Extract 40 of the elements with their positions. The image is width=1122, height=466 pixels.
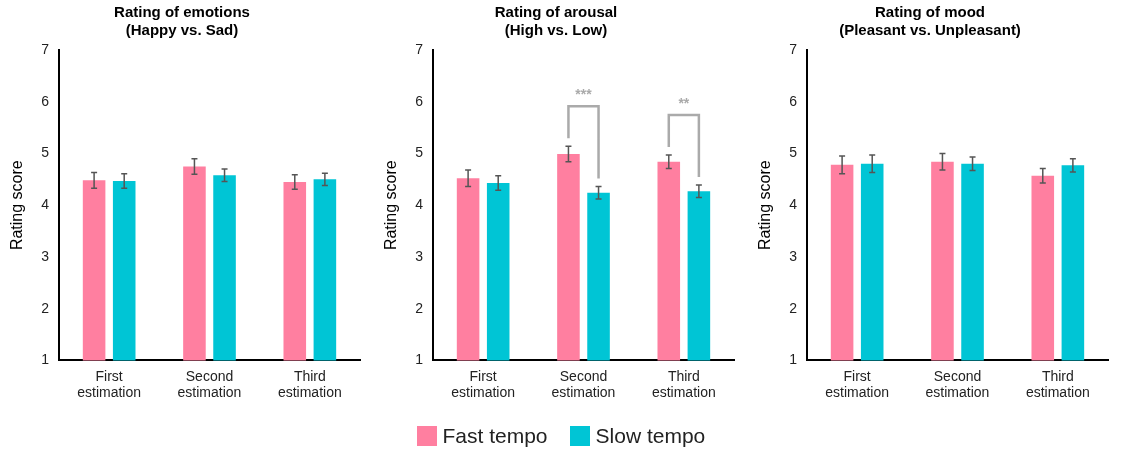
x-tick-label: First estimation [77, 367, 142, 401]
chart-title: Rating of arousal (High vs. Low) [494, 3, 618, 39]
y-tick-label: 1 [41, 351, 50, 368]
y-tick-label: 7 [415, 40, 424, 57]
y-tick-label: 5 [41, 144, 50, 161]
y-tick-label: 4 [41, 196, 50, 213]
x-tick-label: First estimation [451, 367, 516, 401]
y-tick-label: 3 [789, 247, 798, 264]
y-tick-label: 5 [415, 144, 424, 161]
x-tick-label: Third estimation [1025, 367, 1090, 401]
y-tick-label: 3 [41, 247, 50, 264]
legend-label: Fast tempo [442, 424, 548, 448]
y-tick-label: 5 [789, 144, 798, 161]
y-tick-label: 2 [41, 299, 50, 316]
y-tick-label: 6 [41, 92, 50, 109]
y-tick-label: 6 [415, 92, 424, 109]
x-tick-label: Third estimation [651, 367, 716, 401]
y-tick-label: 4 [415, 196, 424, 213]
x-tick-label: Second estimation [925, 367, 990, 401]
y-tick-label: 1 [789, 351, 798, 368]
annotation: ** [678, 94, 690, 111]
y-tick-label: 1 [415, 351, 424, 368]
y-tick-label: 3 [415, 247, 424, 264]
y-tick-label: 2 [789, 299, 798, 316]
y-axis-title: Rating score [8, 160, 26, 251]
x-tick-label: Second estimation [551, 367, 616, 401]
y-axis-title: Rating score [382, 160, 400, 251]
y-tick-label: 2 [415, 299, 424, 316]
y-tick-label: 7 [789, 40, 798, 57]
y-tick-label: 6 [789, 92, 798, 109]
chart-title: Rating of mood (Pleasant vs. Unpleasant) [839, 3, 1021, 39]
x-tick-label: Second estimation [177, 367, 242, 401]
x-tick-label: First estimation [825, 367, 890, 401]
legend-label: Slow tempo [595, 424, 706, 448]
x-tick-label: Third estimation [277, 367, 342, 401]
annotation: *** [575, 86, 593, 103]
chart-title: Rating of emotions (Happy vs. Sad) [114, 3, 250, 39]
y-axis-title: Rating score [756, 160, 774, 251]
y-tick-label: 4 [789, 196, 798, 213]
y-tick-label: 7 [41, 40, 50, 57]
